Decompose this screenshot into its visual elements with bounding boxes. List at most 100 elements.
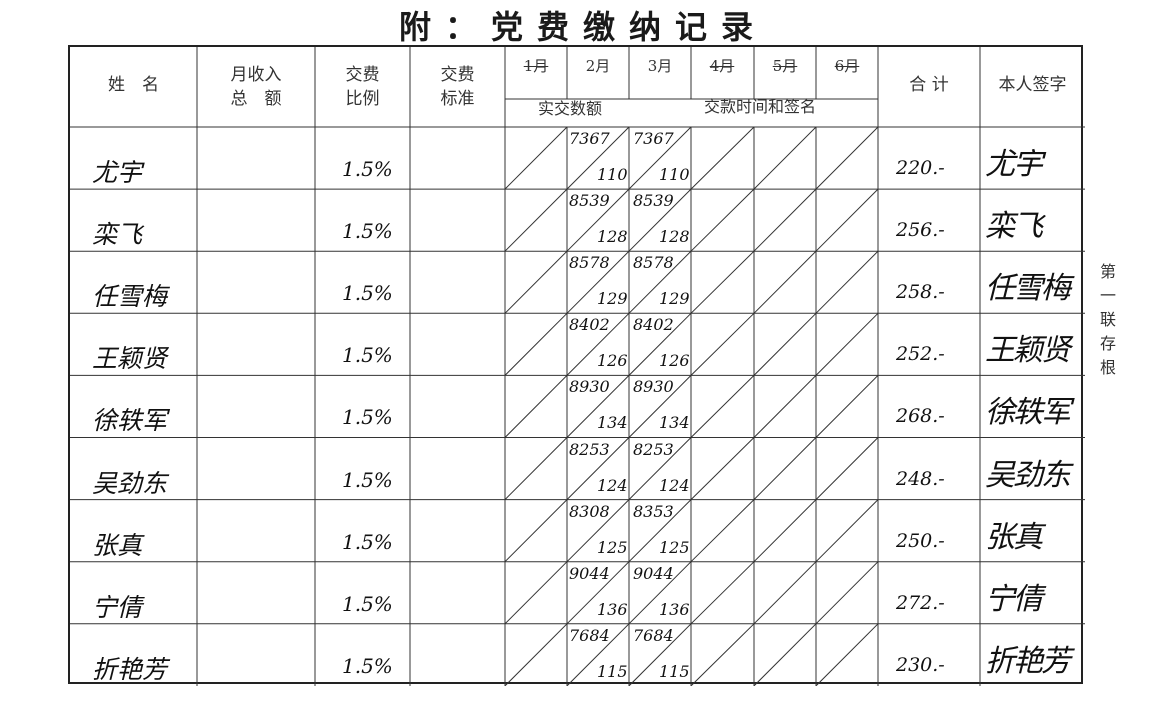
member-name: 宁倩 [92, 592, 143, 622]
mar-income: 7367 [633, 129, 674, 148]
feb-income: 7367 [569, 129, 610, 148]
member-name: 王颖贤 [92, 344, 168, 374]
feb-income: 9044 [569, 563, 610, 583]
cell-diagonal [690, 437, 755, 500]
cell-diagonal [628, 312, 692, 376]
cell-diagonal [566, 623, 630, 686]
member-signature: 王颖贤 [985, 333, 1071, 369]
fee-ratio: 1.5% [342, 281, 393, 306]
table-grid [70, 47, 1085, 686]
cell-diagonal [628, 437, 692, 500]
feb-fee: 128 [597, 227, 628, 247]
cell-diagonal [566, 250, 630, 314]
side-note: 第一联存根 [1100, 262, 1117, 377]
fee-ratio: 1.5% [342, 157, 393, 181]
cell-diagonal [690, 188, 755, 252]
row-total: 220.- [896, 157, 945, 179]
cell-diagonal [504, 126, 568, 190]
header-month-2: 2月 [585, 57, 611, 75]
cell-diagonal [504, 375, 568, 438]
feb-fee: 129 [597, 289, 628, 309]
feb-income: 8253 [569, 439, 610, 459]
header-income-line2: 总 额 [230, 89, 282, 109]
fee-ratio: 1.5% [342, 529, 393, 554]
row-total: 256.- [896, 219, 945, 242]
mar-income: 8930 [633, 377, 674, 397]
row-total: 272.- [896, 591, 945, 614]
fee-ratio: 1.5% [342, 467, 393, 492]
cell-diagonal [628, 375, 692, 438]
member-signature: 徐轶军 [985, 395, 1071, 431]
feb-fee: 136 [597, 599, 628, 619]
cell-diagonal [690, 375, 755, 438]
mar-fee: 115 [659, 661, 690, 681]
cell-diagonal [815, 623, 879, 686]
header-standard: 交费 标准 [410, 63, 505, 111]
cell-diagonal [815, 561, 879, 625]
cell-diagonal [815, 312, 879, 376]
mar-fee: 129 [659, 289, 690, 309]
feb-income: 8308 [569, 501, 610, 521]
cell-diagonal [504, 437, 568, 500]
mar-income: 9044 [633, 563, 674, 583]
fee-ratio: 1.5% [342, 343, 393, 368]
cell-diagonal [815, 250, 879, 314]
mar-income: 8539 [633, 191, 674, 211]
cell-diagonal [690, 623, 755, 686]
cell-diagonal [504, 561, 568, 625]
cell-diagonal [504, 312, 568, 376]
mar-income: 8253 [633, 439, 674, 459]
member-signature: 折艳芳 [985, 643, 1071, 679]
cell-diagonal [753, 623, 817, 686]
header-ratio-line1: 交费 [345, 65, 380, 85]
header-ratio: 交费 比例 [315, 63, 410, 111]
member-signature: 栾飞 [985, 209, 1043, 245]
cell-diagonal [753, 561, 817, 625]
cell-diagonal [690, 499, 755, 563]
cell-diagonal [566, 312, 630, 376]
cell-diagonal [566, 126, 630, 190]
cell-diagonal [566, 375, 630, 438]
header-pay-time-sign: 交款时间和签名 [703, 97, 816, 116]
page-title: 附：党费缴纳记录 [398, 8, 767, 46]
cell-diagonal [504, 250, 568, 314]
cell-diagonal [753, 126, 817, 190]
fee-ratio: 1.5% [342, 591, 393, 616]
header-standard-line1: 交费 [440, 65, 475, 85]
row-total: 252.- [896, 343, 945, 366]
mar-income: 8353 [633, 501, 674, 521]
mar-fee: 125 [659, 537, 690, 557]
cell-diagonal [753, 312, 817, 376]
member-signature: 张真 [985, 519, 1043, 555]
feb-income: 7684 [569, 625, 610, 645]
header-name: 姓 名 [108, 75, 159, 95]
cell-diagonal [690, 126, 755, 190]
mar-fee: 136 [659, 599, 690, 619]
member-signature: 吴劲东 [985, 457, 1071, 493]
cell-diagonal [504, 499, 568, 563]
cell-diagonal [628, 623, 692, 686]
feb-income: 8578 [569, 253, 610, 273]
cell-diagonal [815, 126, 879, 190]
cell-diagonal [753, 188, 817, 252]
feb-income: 8402 [569, 315, 610, 335]
feb-fee: 126 [597, 351, 628, 371]
row-total: 268.- [896, 405, 945, 428]
header-month-3: 3月 [647, 57, 673, 75]
mar-fee: 134 [659, 413, 690, 433]
header-paid-amount: 实交数额 [537, 99, 602, 118]
feb-fee: 134 [597, 413, 628, 433]
cell-diagonal [628, 188, 692, 252]
row-total: 250.- [896, 529, 945, 552]
member-signature: 宁倩 [985, 581, 1043, 617]
cell-diagonal [690, 561, 755, 625]
mar-fee: 124 [659, 475, 690, 495]
member-name: 徐轶军 [92, 406, 168, 436]
mar-income: 8402 [633, 315, 674, 335]
member-signature: 任雪梅 [985, 271, 1071, 307]
header-income-line1: 月收入 [230, 65, 282, 85]
member-name: 折艳芳 [92, 654, 168, 684]
fee-ratio: 1.5% [342, 405, 393, 430]
mar-fee: 110 [659, 165, 690, 184]
cell-diagonal [504, 623, 568, 686]
